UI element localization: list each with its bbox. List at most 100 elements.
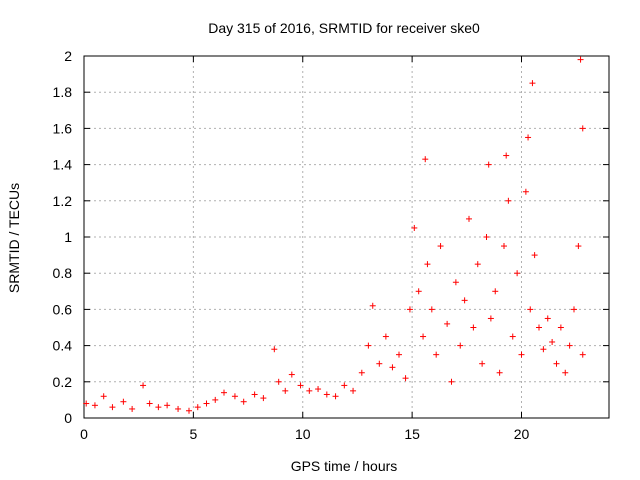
data-point — [566, 342, 573, 349]
data-point — [100, 393, 107, 400]
data-point — [411, 224, 418, 231]
data-point — [382, 333, 389, 340]
data-point — [194, 404, 201, 411]
data-point — [424, 261, 431, 268]
x-tick-label: 20 — [514, 426, 530, 442]
data-point — [492, 288, 499, 295]
ticks — [83, 55, 609, 419]
data-point — [332, 393, 339, 400]
data-point — [514, 270, 521, 277]
data-point — [575, 243, 582, 250]
data-point — [402, 375, 409, 382]
data-point — [341, 382, 348, 389]
data-point — [212, 396, 219, 403]
data-point — [140, 382, 147, 389]
x-tick-labels: 0 5 10 15 20 — [80, 426, 529, 442]
data-point — [529, 80, 536, 87]
data-point — [275, 378, 282, 385]
y-tick-label: 1.2 — [53, 193, 73, 209]
data-point — [433, 351, 440, 358]
data-point — [376, 360, 383, 367]
data-point — [83, 400, 90, 407]
data-point — [297, 382, 304, 389]
chart-title: Day 315 of 2016, SRMTID for receiver ske… — [208, 20, 480, 36]
data-point — [518, 351, 525, 358]
data-point — [260, 395, 267, 402]
x-tick-label: 5 — [189, 426, 197, 442]
data-point — [461, 297, 468, 304]
grid — [84, 56, 609, 418]
data-point — [525, 134, 532, 141]
data-point — [240, 398, 247, 405]
data-point — [562, 369, 569, 376]
data-point — [457, 342, 464, 349]
data-point — [474, 261, 481, 268]
data-point — [479, 360, 486, 367]
data-point — [365, 342, 372, 349]
data-point — [571, 306, 577, 313]
data-point — [579, 351, 586, 358]
x-tick-label: 10 — [295, 426, 311, 442]
data-point — [503, 152, 510, 159]
data-point — [536, 324, 542, 331]
data-point — [420, 333, 427, 340]
data-point — [437, 243, 444, 250]
data-point — [231, 393, 238, 400]
data-point — [428, 306, 435, 313]
x-tick-label: 15 — [404, 426, 420, 442]
data-point — [221, 389, 227, 396]
data-point — [323, 391, 330, 398]
data-point — [306, 387, 313, 394]
data-point — [146, 400, 153, 407]
data-point — [577, 56, 584, 63]
y-tick-label: 1 — [64, 229, 72, 245]
data-point — [129, 405, 136, 412]
data-point — [369, 302, 376, 309]
x-tick-label: 0 — [80, 426, 88, 442]
y-tick-labels: 0 0.2 0.4 0.6 0.8 1 1.2 1.4 1.6 1.8 2 — [53, 48, 73, 426]
y-tick-label: 0.4 — [53, 338, 73, 354]
data-point — [186, 407, 192, 414]
data-points — [83, 56, 586, 414]
y-axis-label: SRMTID / TECUs — [6, 183, 22, 293]
data-point — [288, 371, 295, 378]
data-point — [557, 324, 564, 331]
data-point — [406, 306, 413, 313]
data-point — [522, 188, 529, 195]
data-point — [91, 402, 98, 409]
data-point — [396, 351, 402, 358]
data-point — [527, 306, 534, 313]
data-point — [358, 369, 365, 376]
data-point — [553, 360, 560, 367]
data-point — [315, 386, 322, 393]
data-point — [203, 400, 210, 407]
data-point — [448, 378, 455, 385]
data-point — [531, 252, 538, 259]
data-point — [444, 320, 451, 327]
data-point — [155, 404, 162, 411]
y-tick-label: 0.2 — [53, 374, 73, 390]
data-point — [466, 215, 472, 222]
data-point — [350, 387, 357, 394]
data-point — [175, 405, 182, 412]
data-point — [483, 234, 490, 240]
data-point — [501, 243, 507, 250]
data-point — [452, 279, 459, 286]
data-point — [470, 324, 477, 331]
data-point — [496, 369, 503, 376]
data-point — [109, 404, 116, 411]
y-tick-label: 0.8 — [53, 265, 73, 281]
data-point — [509, 333, 516, 340]
data-point — [487, 315, 494, 322]
data-point — [415, 288, 422, 295]
y-tick-label: 1.8 — [53, 84, 73, 100]
data-point — [120, 398, 127, 405]
data-point — [540, 346, 547, 353]
data-point — [579, 125, 586, 132]
data-point — [282, 387, 289, 394]
data-point — [505, 197, 512, 204]
y-tick-label: 1.6 — [53, 120, 73, 136]
data-point — [164, 402, 171, 409]
